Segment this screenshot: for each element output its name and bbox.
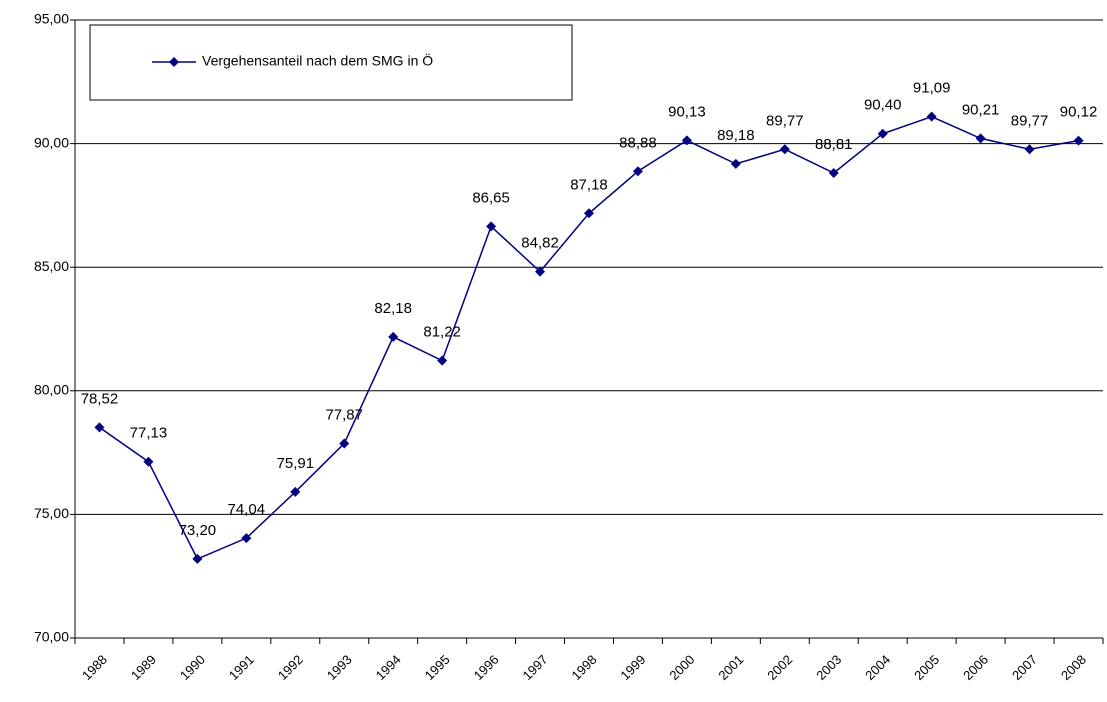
x-tick-label: 2007 <box>1009 652 1040 683</box>
data-point <box>975 133 986 144</box>
x-tick-label: 2001 <box>715 652 746 683</box>
x-tick-label: 2000 <box>666 652 697 683</box>
data-label: 89,77 <box>1011 112 1049 129</box>
data-label: 88,81 <box>815 136 853 153</box>
data-label: 84,82 <box>521 235 559 252</box>
data-label: 82,18 <box>374 300 412 317</box>
data-point <box>290 486 301 497</box>
data-label: 90,40 <box>864 97 902 114</box>
data-label: 87,18 <box>570 176 608 193</box>
x-tick-label: 1988 <box>79 652 110 683</box>
x-tick-label: 2008 <box>1058 652 1089 683</box>
y-tick-label: 70,00 <box>34 629 69 645</box>
data-label: 90,21 <box>962 101 1000 118</box>
data-point <box>339 438 350 449</box>
x-tick-label: 1992 <box>275 652 306 683</box>
data-point <box>877 128 888 139</box>
x-tick-label: 1989 <box>128 652 159 683</box>
data-label: 89,18 <box>717 127 755 144</box>
y-tick-label: 75,00 <box>34 505 69 521</box>
data-label: 73,20 <box>179 522 217 539</box>
data-point <box>388 331 399 342</box>
x-tick-label: 1994 <box>373 652 404 683</box>
x-tick-label: 1995 <box>422 652 453 683</box>
data-label: 81,22 <box>423 324 461 341</box>
x-tick-label: 2002 <box>764 652 795 683</box>
data-label: 75,91 <box>277 455 315 472</box>
data-label: 86,65 <box>472 189 510 206</box>
data-label: 89,77 <box>766 112 804 129</box>
data-label: 90,13 <box>668 103 706 120</box>
x-tick-label: 2005 <box>911 652 942 683</box>
data-point <box>632 166 643 177</box>
y-tick-label: 95,00 <box>34 11 69 27</box>
data-point <box>584 208 594 219</box>
data-label: 78,52 <box>81 390 119 407</box>
data-point <box>192 553 203 564</box>
data-point <box>241 533 252 544</box>
data-point <box>437 355 448 366</box>
data-point <box>1073 135 1084 146</box>
legend-label: Vergehensanteil nach dem SMG in Ö <box>202 52 433 69</box>
data-point <box>926 111 937 122</box>
data-point <box>681 135 692 146</box>
x-tick-label: 1990 <box>177 652 208 683</box>
y-tick-label: 85,00 <box>34 258 69 274</box>
x-tick-label: 1993 <box>324 652 355 683</box>
data-point <box>779 144 790 155</box>
x-tick-label: 1997 <box>520 652 551 683</box>
x-tick-label: 1999 <box>617 652 648 683</box>
x-tick-label: 2004 <box>862 652 893 683</box>
data-point <box>535 266 546 277</box>
data-point <box>486 221 497 232</box>
x-tick-label: 2006 <box>960 652 991 683</box>
data-label: 74,04 <box>228 501 266 518</box>
data-label: 91,09 <box>913 80 951 97</box>
data-point <box>1024 144 1035 155</box>
data-point <box>828 168 839 179</box>
x-tick-label: 2003 <box>813 652 844 683</box>
data-label: 90,12 <box>1060 104 1098 121</box>
data-label: 77,13 <box>130 425 168 442</box>
y-tick-label: 80,00 <box>34 382 69 398</box>
x-tick-label: 1996 <box>471 652 502 683</box>
x-tick-label: 1998 <box>568 652 599 683</box>
data-label: 77,87 <box>325 406 363 423</box>
data-point <box>730 158 741 169</box>
data-point <box>143 456 154 467</box>
data-point <box>94 422 105 433</box>
data-label: 88,88 <box>619 134 657 151</box>
x-tick-label: 1991 <box>226 652 257 683</box>
y-tick-label: 90,00 <box>34 134 69 150</box>
legend-marker <box>169 57 179 67</box>
